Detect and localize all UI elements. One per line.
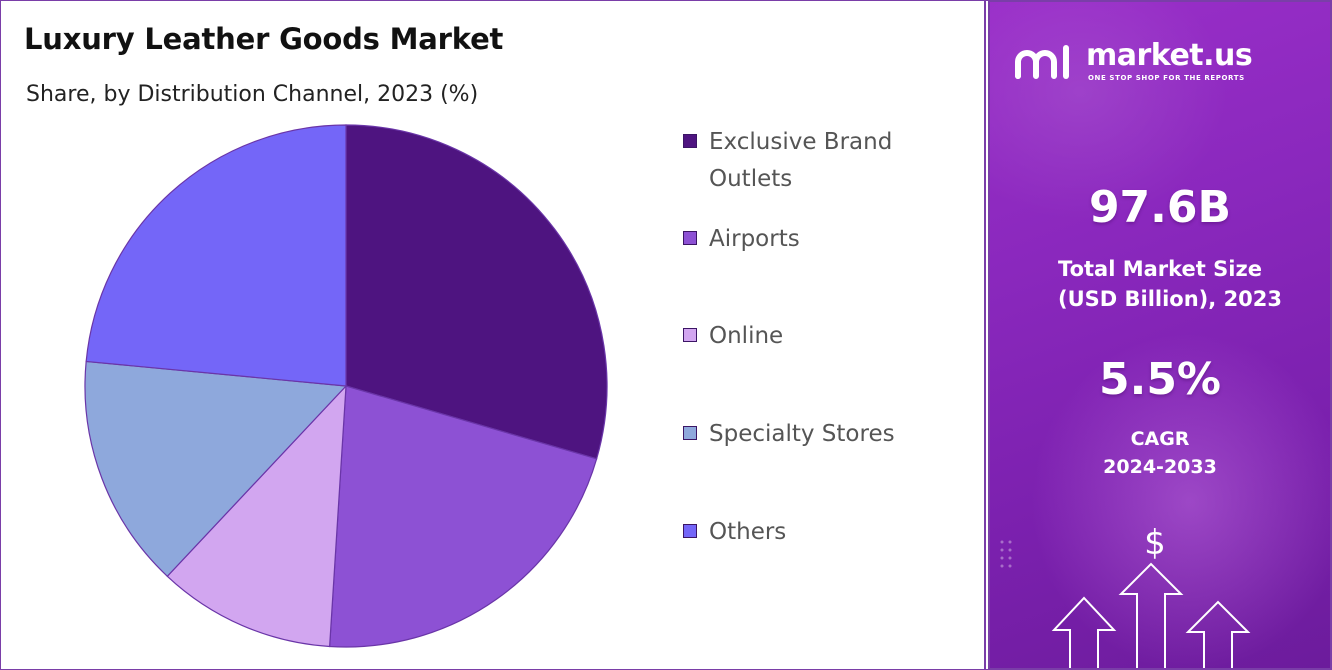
legend-label: Others (709, 519, 787, 545)
dollar-sign-icon: $ (1144, 523, 1166, 563)
stats-sidebar: market.us ONE STOP SHOP FOR THE REPORTS … (988, 0, 1332, 670)
brand-logo-block: market.us ONE STOP SHOP FOR THE REPORTS (1012, 38, 1312, 90)
market-us-logo-icon (1015, 45, 1069, 79)
legend-label: Airports (709, 226, 800, 252)
brand-name: market.us (1086, 38, 1253, 73)
cagr-label: CAGR (1130, 428, 1190, 450)
background-glow (1030, 332, 1330, 668)
brand-tagline: ONE STOP SHOP FOR THE REPORTS (1088, 74, 1245, 82)
legend-swatch (683, 231, 697, 245)
cagr-period: 2024-2033 (1103, 456, 1217, 478)
legend-label: Specialty Stores (709, 421, 895, 447)
legend-label: Online (709, 323, 784, 349)
market-size-value: 97.6B (1088, 182, 1232, 233)
market-size-label-line1: Total Market Size (1058, 257, 1262, 281)
pie-slice-others (85, 124, 347, 387)
legend-label: Exclusive Brand Outlets (709, 129, 893, 192)
market-size-label-line2: (USD Billion), 2023 (1057, 287, 1283, 311)
pie-slice-specialty-stores (84, 360, 348, 578)
chart-panel: Luxury Leather Goods Market Share, by Di… (24, 0, 986, 670)
legend-swatch (683, 328, 697, 342)
pie-slice-airports (328, 385, 598, 648)
pie-chart (84, 124, 608, 648)
arrow-up-right-icon (1185, 600, 1251, 668)
chart-title: Luxury Leather Goods Market (24, 22, 504, 56)
legend-swatch (683, 426, 697, 440)
pie-slices (84, 124, 608, 648)
cagr-value: 5.5% (1098, 354, 1222, 405)
growth-arrows-icon: $ (1000, 523, 1251, 668)
legend-swatch (683, 524, 697, 538)
pie-slice-exclusive-brand-outlets (345, 124, 608, 460)
arrow-up-left-icon (1051, 596, 1117, 668)
chart-subtitle: Share, by Distribution Channel, 2023 (%) (26, 82, 479, 107)
legend-swatch (683, 134, 697, 148)
arrow-up-center-icon (1118, 562, 1184, 668)
pie-slice-online (166, 384, 347, 648)
background-glow (990, 2, 1230, 222)
